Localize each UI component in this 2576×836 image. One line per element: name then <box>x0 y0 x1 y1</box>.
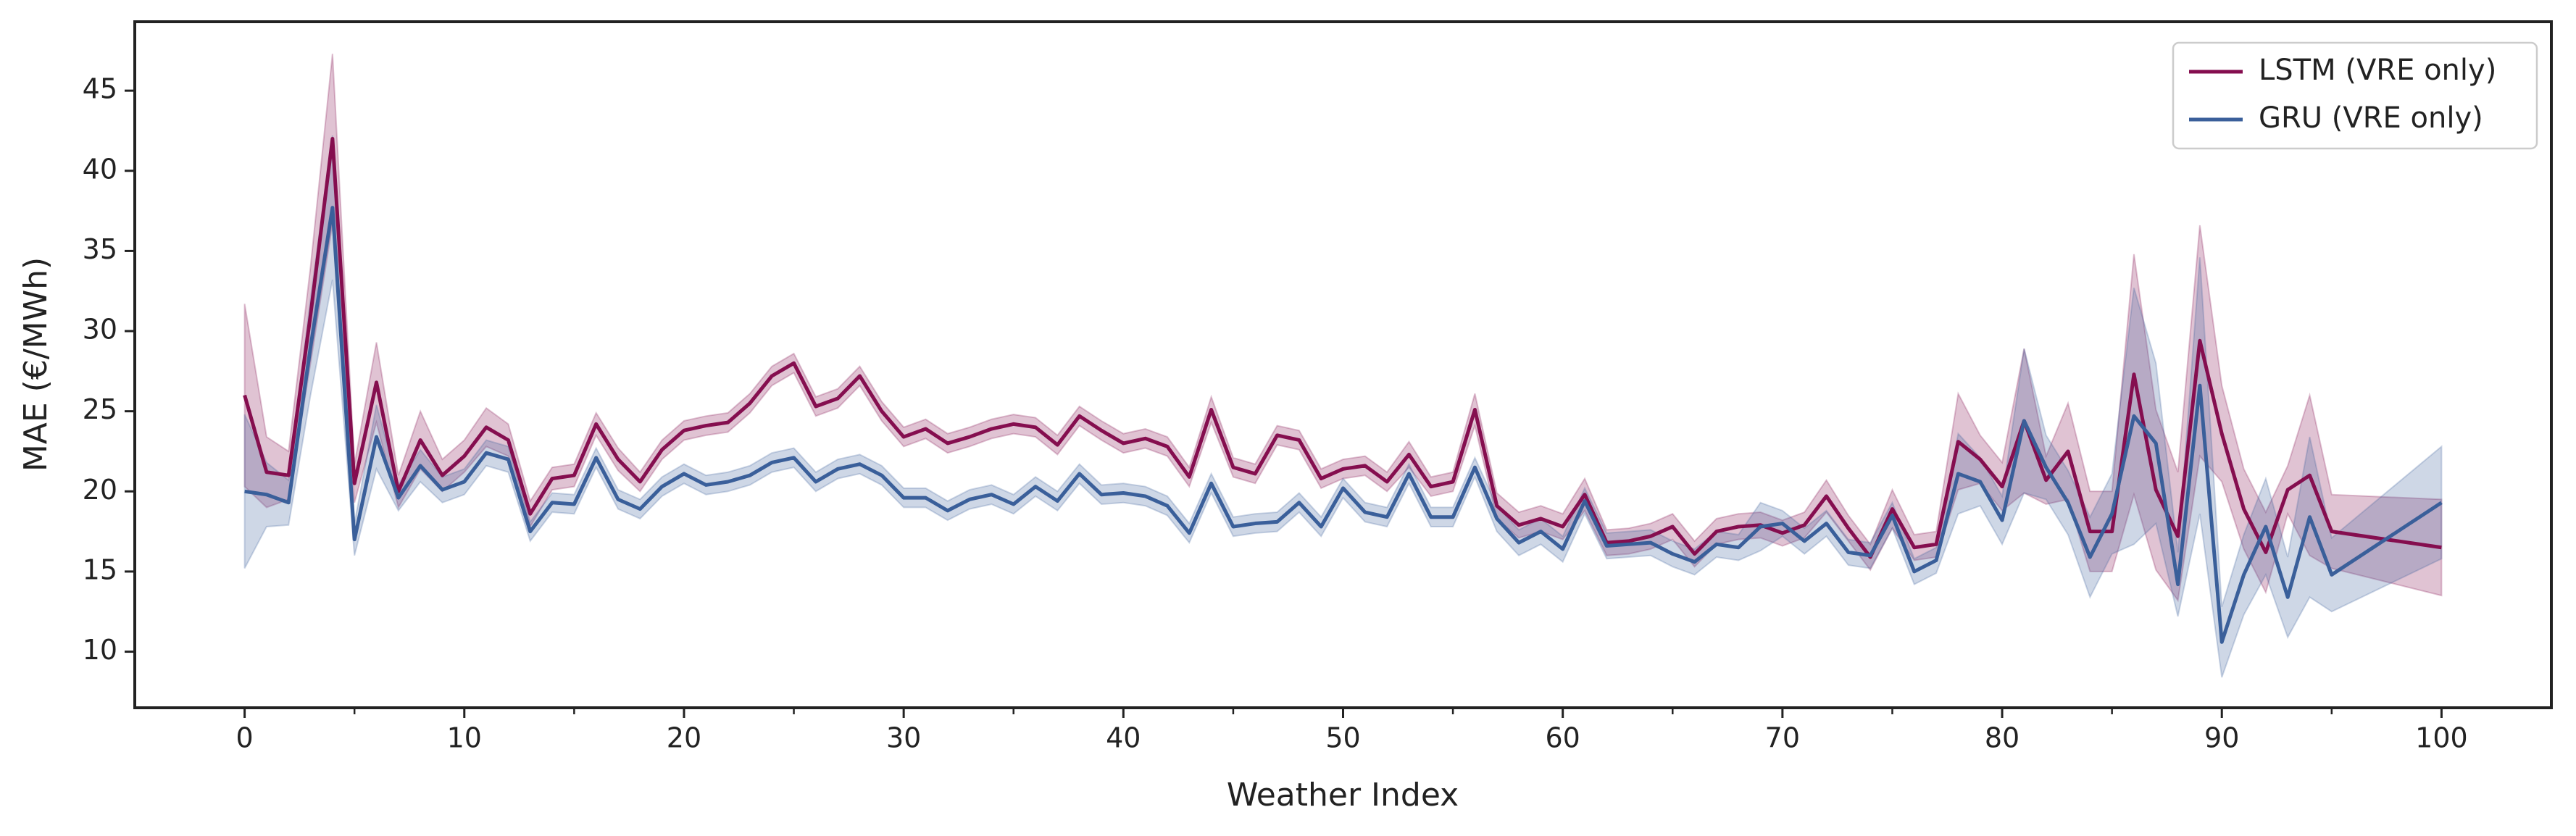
x-tick-label: 10 <box>447 722 482 754</box>
x-tick-label: 30 <box>886 722 921 754</box>
x-tick-label: 0 <box>235 722 253 754</box>
legend-box <box>2172 41 2538 150</box>
x-tick-label: 100 <box>2415 722 2468 754</box>
x-tick-label: 60 <box>1546 722 1580 754</box>
legend-label: LSTM (VRE only) <box>2259 54 2496 87</box>
legend-label: GRU (VRE only) <box>2259 101 2483 135</box>
series-line <box>244 206 2443 644</box>
x-tick-label: 80 <box>1985 722 2019 754</box>
x-tick-label: 40 <box>1106 722 1141 754</box>
y-tick-label: 20 <box>83 474 117 506</box>
error-band <box>243 54 2443 603</box>
y-tick-label: 40 <box>83 153 117 185</box>
error-band <box>243 135 2443 678</box>
plot-frame <box>133 20 2553 709</box>
y-tick-label: 25 <box>83 393 117 425</box>
y-tick-label: 35 <box>83 233 117 265</box>
y-axis-label: MAE (€/MWh) <box>17 257 54 472</box>
x-tick-label: 90 <box>2204 722 2239 754</box>
x-tick-label: 70 <box>1765 722 1800 754</box>
x-tick-label: 50 <box>1325 722 1360 754</box>
y-tick-label: 10 <box>83 634 117 666</box>
series-line <box>243 137 2442 559</box>
y-tick-label: 45 <box>83 73 117 105</box>
y-tick-label: 15 <box>83 553 117 585</box>
x-axis-label: Weather Index <box>1227 777 1459 814</box>
y-tick-label: 30 <box>83 314 117 346</box>
x-tick-label: 20 <box>667 722 701 754</box>
